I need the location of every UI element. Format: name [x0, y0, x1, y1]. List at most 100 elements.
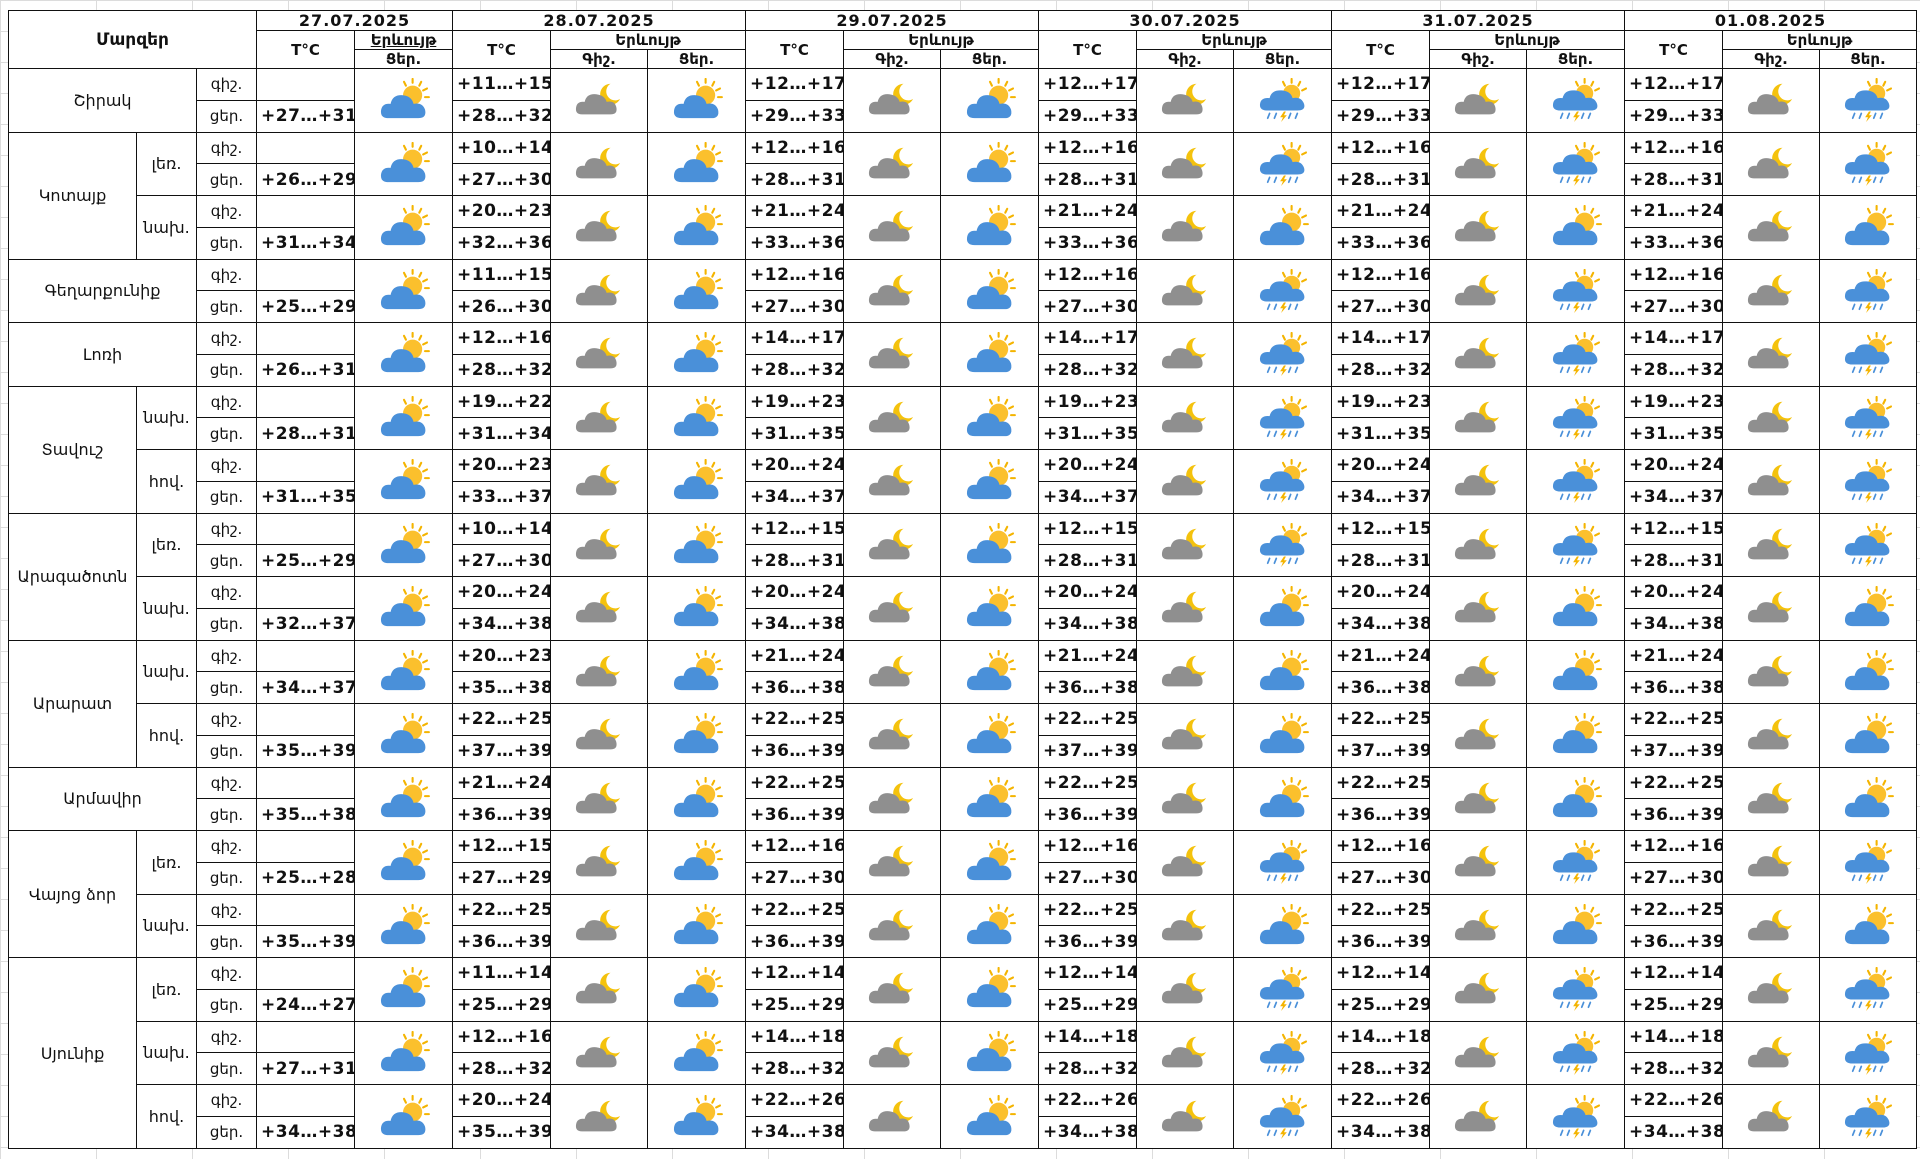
temperature-cell: +35…+39	[256, 734, 356, 768]
sun-behind-cloud-icon	[649, 141, 745, 186]
temperature-cell: +26…+31	[256, 353, 356, 387]
sun-behind-cloud-icon	[356, 1030, 452, 1075]
weather-icon-cell	[1526, 830, 1626, 895]
temperature-cell: +12…+16	[745, 830, 845, 863]
temperature-cell: +20…+24	[1624, 449, 1724, 482]
sun-behind-cloud-icon	[649, 268, 745, 313]
subregion-name: նախ.	[136, 195, 197, 260]
temperature-cell: +12…+15	[1038, 512, 1138, 546]
weather-icon-cell	[354, 1020, 454, 1085]
weather-icon-cell	[843, 957, 942, 1022]
weather-icon-cell	[1526, 131, 1626, 196]
thunderstorm-rain-icon	[1235, 840, 1331, 885]
temperature-cell: +27…+30	[745, 290, 845, 323]
weather-icon-cell	[1429, 766, 1528, 831]
temperature-cell: +12…+17	[1038, 68, 1138, 101]
temp-column-header: T°C	[452, 30, 552, 69]
weather-icon-cell	[647, 322, 747, 387]
temperature-cell: +25…+29	[1331, 988, 1431, 1022]
temperature-cell: +34…+38	[1038, 1115, 1138, 1150]
temperature-cell: +22…+25	[1038, 766, 1138, 800]
day-label: ցեր.	[195, 925, 258, 958]
weather-icon-cell	[647, 893, 747, 958]
weather-icon-cell	[1429, 703, 1528, 768]
moon-behind-cloud-icon	[845, 713, 940, 757]
moon-behind-cloud-icon	[1138, 332, 1233, 376]
temperature-cell: +25…+29	[1038, 988, 1138, 1022]
weather-icon-cell	[1819, 830, 1918, 895]
weather-icon-cell	[1526, 893, 1626, 958]
temperature-cell: +36…+39	[452, 798, 552, 831]
temperature-cell: +34…+38	[1624, 1115, 1724, 1150]
temperature-cell: +27…+30	[1331, 290, 1431, 323]
night-label: գիշ.	[195, 68, 258, 101]
weather-icon-cell	[1526, 639, 1626, 704]
night-header: Գիշ.	[550, 49, 649, 69]
weather-icon-cell	[1526, 1084, 1626, 1149]
temperature-cell: +31…+35	[1624, 417, 1724, 450]
temperature-cell	[256, 830, 356, 863]
temperature-cell: +14…+17	[745, 322, 845, 355]
moon-behind-cloud-icon	[552, 777, 647, 821]
temperature-cell: +21…+24	[1331, 639, 1431, 673]
moon-behind-cloud-icon	[1724, 332, 1819, 376]
phenomenon-header: Երևույթ	[354, 30, 454, 50]
weather-icon-cell	[550, 957, 649, 1022]
sun-behind-cloud-icon	[942, 840, 1038, 884]
weather-icon-cell	[1722, 1084, 1821, 1149]
moon-behind-cloud-icon	[845, 967, 940, 1011]
moon-behind-cloud-icon	[1431, 1031, 1526, 1075]
sun-behind-cloud-icon	[649, 459, 745, 503]
moon-behind-cloud-icon	[845, 777, 940, 821]
thunderstorm-rain-icon	[1235, 141, 1331, 186]
thunderstorm-rain-icon	[1528, 268, 1624, 313]
weather-icon-cell	[1819, 766, 1918, 831]
temperature-cell: +14…+17	[1331, 322, 1431, 355]
weather-icon-cell	[1819, 512, 1918, 577]
weather-icon-cell	[550, 639, 649, 704]
weather-icon-cell	[1819, 68, 1918, 133]
temperature-cell: +14…+18	[1038, 1020, 1138, 1054]
thunderstorm-rain-icon	[1528, 840, 1624, 885]
weather-icon-cell	[1526, 957, 1626, 1022]
night-header: Գիշ.	[843, 49, 942, 69]
temperature-cell: +29…+33	[1331, 99, 1431, 133]
weather-icon-cell	[550, 195, 649, 260]
moon-behind-cloud-icon	[1138, 523, 1233, 567]
night-header: Գիշ.	[1136, 49, 1235, 69]
temperature-cell: +25…+29	[1624, 988, 1724, 1022]
day-label: ցեր.	[195, 163, 258, 196]
weather-icon-cell	[1233, 512, 1333, 577]
moon-behind-cloud-icon	[845, 332, 940, 376]
sun-behind-cloud-icon	[1235, 586, 1331, 630]
temperature-cell: +36…+39	[1624, 925, 1724, 958]
weather-icon-cell	[843, 1084, 942, 1149]
moon-behind-cloud-icon	[1724, 142, 1819, 186]
temperature-cell: +27…+30	[1624, 290, 1724, 323]
temperature-cell: +34…+38	[1331, 1115, 1431, 1150]
temperature-cell: +25…+29	[256, 544, 356, 577]
temperature-cell: +22…+25	[452, 703, 552, 736]
temperature-cell: +12…+16	[1038, 830, 1138, 863]
regions-header: Մարզեր	[7, 10, 258, 69]
moon-behind-cloud-icon	[1138, 713, 1233, 757]
temperature-cell: +36…+38	[1038, 671, 1138, 704]
moon-behind-cloud-icon	[845, 78, 940, 122]
thunderstorm-rain-icon	[1821, 522, 1916, 567]
weather-icon-cell	[354, 830, 454, 895]
subregion-name: նախ.	[136, 1020, 197, 1085]
moon-behind-cloud-icon	[552, 1031, 647, 1075]
temperature-cell: +25…+29	[452, 988, 552, 1022]
temperature-cell: +36…+39	[1038, 798, 1138, 831]
temperature-cell: +35…+38	[452, 671, 552, 704]
moon-behind-cloud-icon	[1138, 459, 1233, 503]
temperature-cell: +12…+16	[452, 1020, 552, 1054]
thunderstorm-rain-icon	[1528, 1094, 1624, 1139]
moon-behind-cloud-icon	[1138, 904, 1233, 948]
sun-behind-cloud-icon	[942, 205, 1038, 249]
temperature-cell: +32…+37	[256, 607, 356, 641]
temperature-cell: +28…+31	[1624, 544, 1724, 577]
moon-behind-cloud-icon	[1431, 713, 1526, 757]
weather-icon-cell	[354, 322, 454, 387]
weather-icon-cell	[1526, 68, 1626, 133]
